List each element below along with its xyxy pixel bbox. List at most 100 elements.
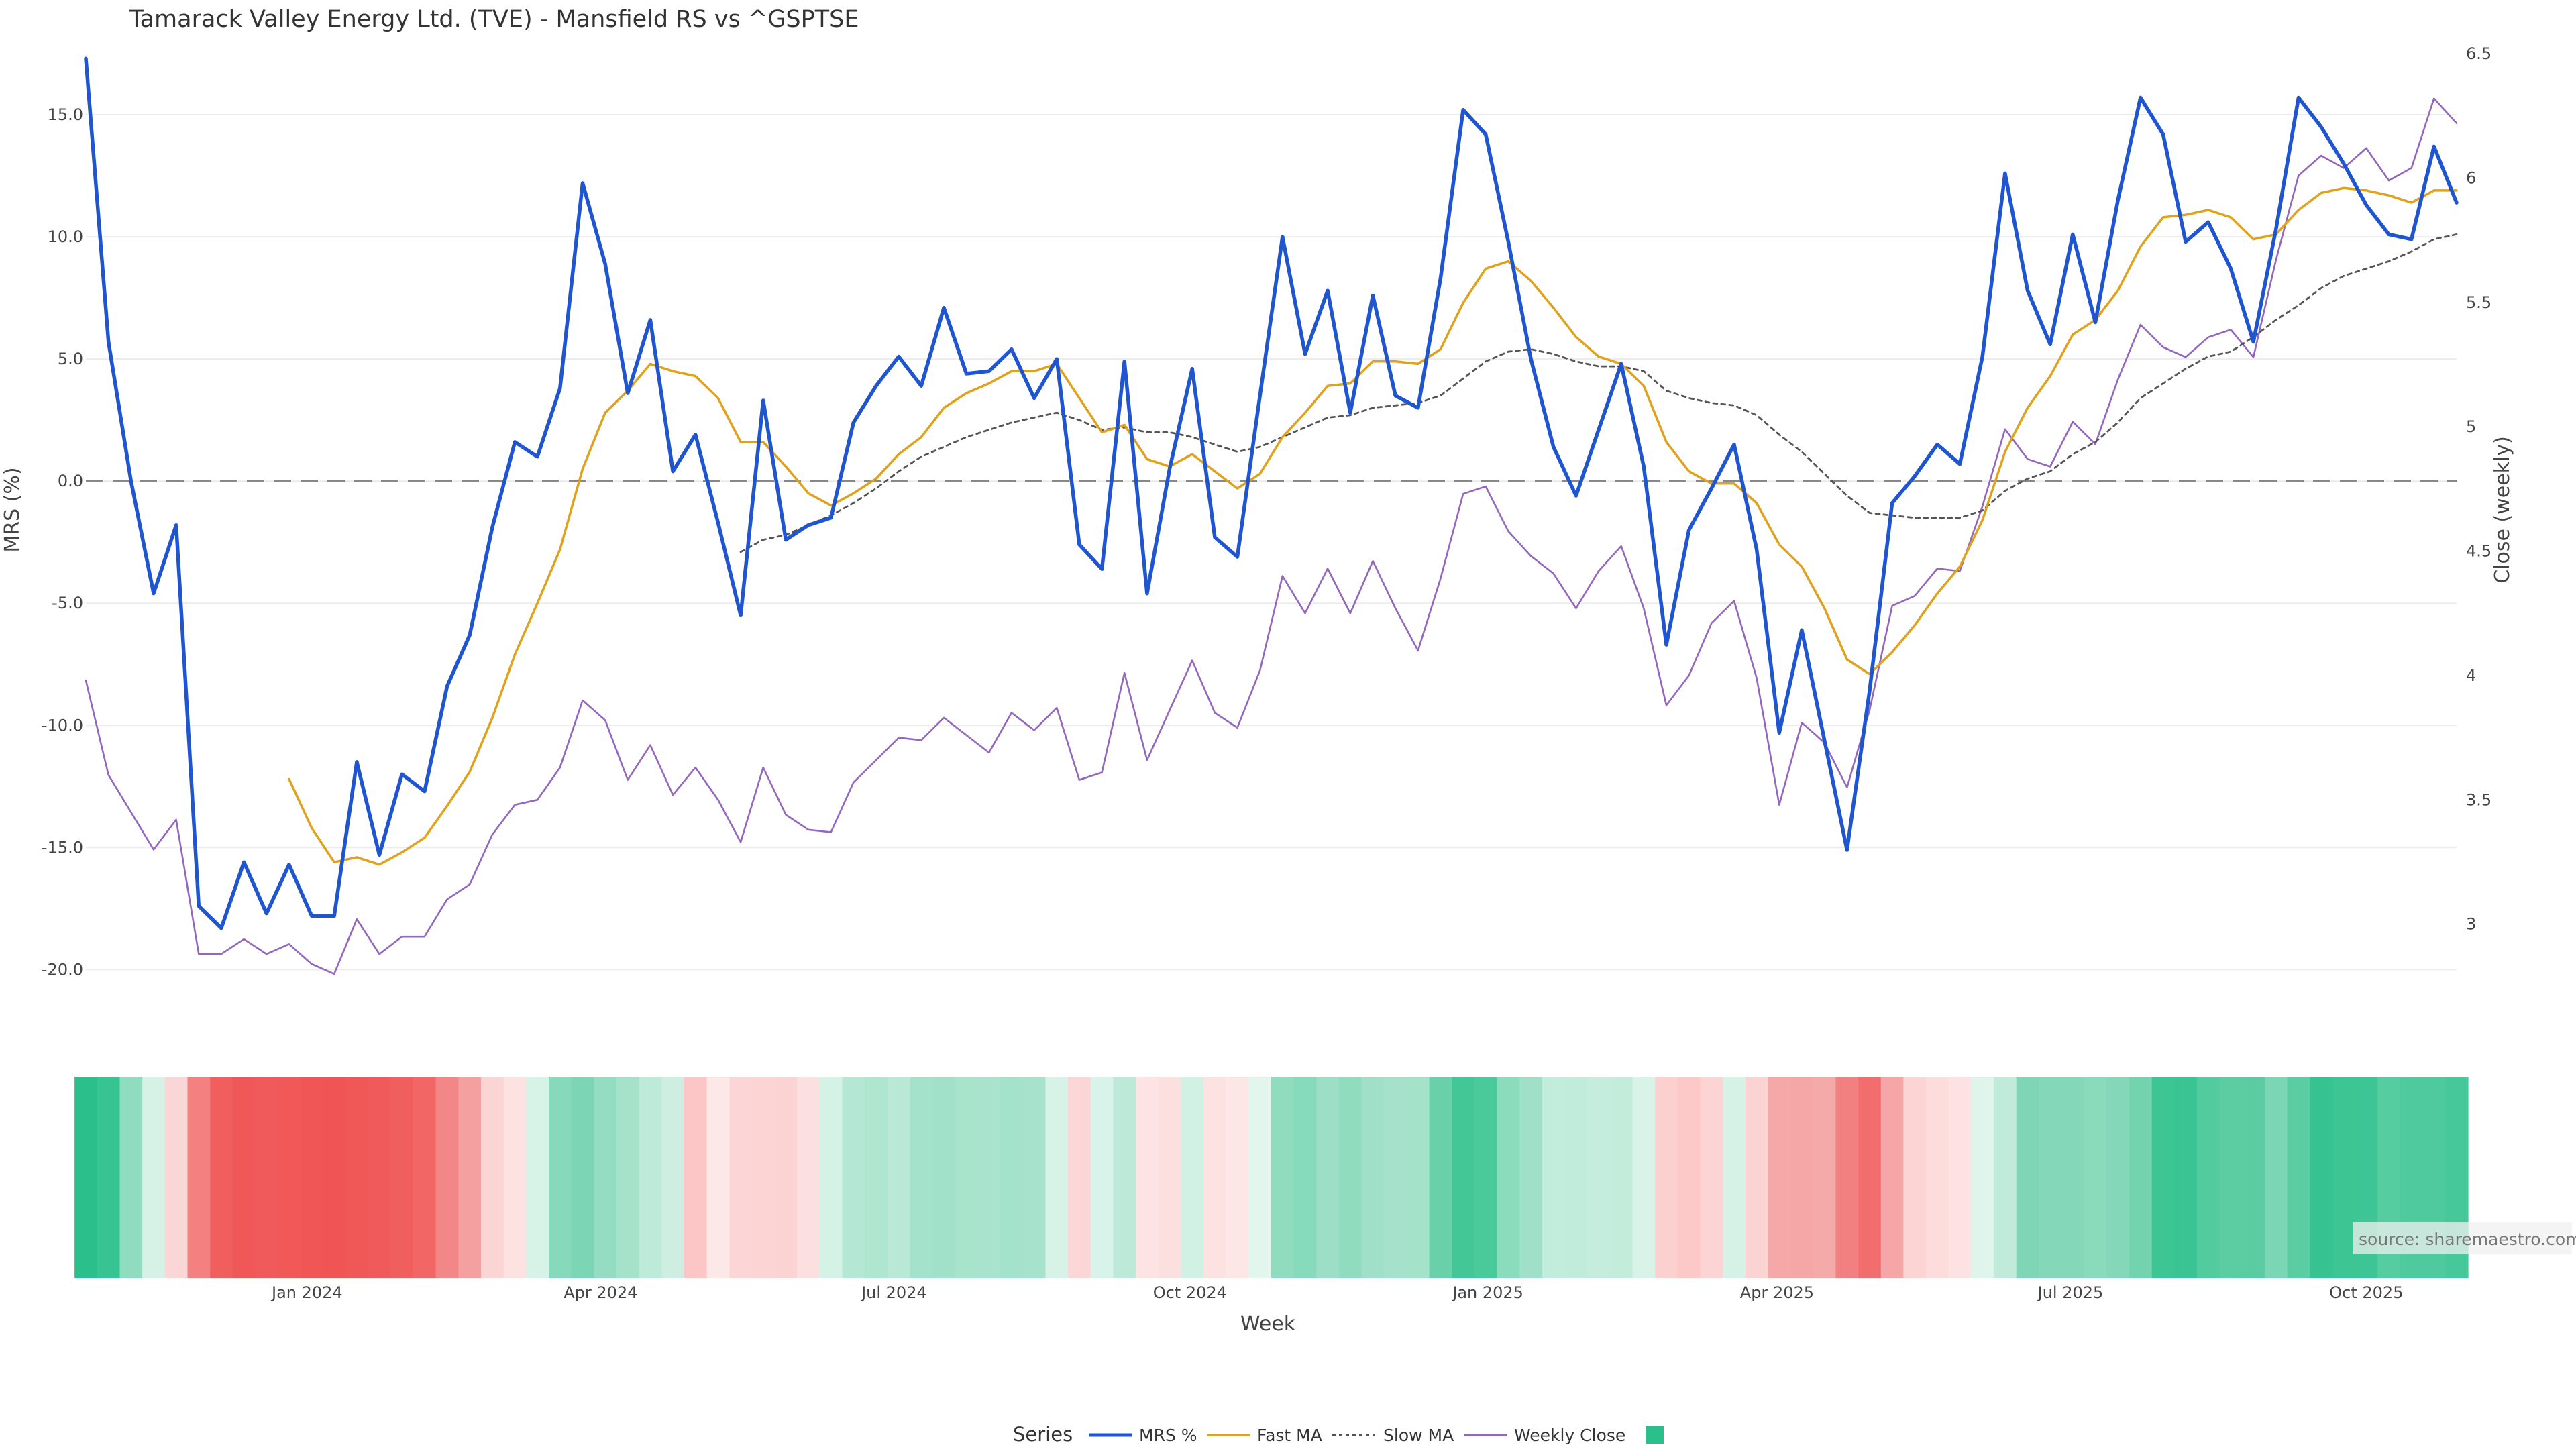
heat-cell (1158, 1077, 1182, 1278)
legend-label: Weekly Close (1514, 1426, 1625, 1445)
heat-cell (1948, 1077, 1972, 1278)
heat-cell (1045, 1077, 1069, 1278)
heat-cell (1519, 1077, 1543, 1278)
heat-cell (1452, 1077, 1475, 1278)
series-lines (84, 56, 2459, 975)
heat-cell (1248, 1077, 1272, 1278)
y-right-tick-label: 4 (2466, 666, 2476, 685)
heat-cell (2196, 1077, 2220, 1278)
heat-cell (345, 1077, 369, 1278)
y-tick-label: 15.0 (48, 105, 83, 124)
heat-cell (661, 1077, 685, 1278)
heat-cell (797, 1077, 820, 1278)
heat-cell (300, 1077, 324, 1278)
heat-cell (977, 1077, 1001, 1278)
heat-cell (2129, 1077, 2153, 1278)
x-tick-label: Jan 2025 (1451, 1283, 1523, 1302)
x-tick-label: Jul 2025 (2037, 1283, 2104, 1302)
heat-cell (458, 1077, 482, 1278)
heat-cell (2174, 1077, 2198, 1278)
heat-cell (1316, 1077, 1340, 1278)
heat-cell (1858, 1077, 1882, 1278)
heat-cell (910, 1077, 933, 1278)
y-right-tick-label: 5.5 (2466, 293, 2491, 312)
heat-cell (1338, 1077, 1362, 1278)
legend-label: Fast MA (1257, 1426, 1322, 1445)
heat-cell (1226, 1077, 1250, 1278)
y-right-tick-label: 6.5 (2466, 44, 2491, 63)
source-note-bg (2353, 1222, 2572, 1254)
heat-cell (1655, 1077, 1678, 1278)
heat-cell (413, 1077, 437, 1278)
heat-cell (1768, 1077, 1791, 1278)
y-tick-label: -5.0 (52, 594, 83, 612)
legend-label: MRS % (1139, 1426, 1197, 1445)
series-line-slow-ma (739, 233, 2458, 553)
legend-title: Series (1013, 1423, 1073, 1446)
legend-swatch-heat-strip (1646, 1426, 1664, 1444)
x-tick-label: Jan 2024 (270, 1283, 343, 1302)
heat-cell (819, 1077, 843, 1278)
heat-cell (1361, 1077, 1385, 1278)
heat-cell (774, 1077, 798, 1278)
heat-cell (2242, 1077, 2265, 1278)
heat-cell (1926, 1077, 1949, 1278)
heat-cell (1271, 1077, 1295, 1278)
y-axis-right: 6.5 6 5.5 5 4.5 4 3.5 3 (2466, 44, 2491, 934)
heat-cell (74, 1077, 98, 1278)
x-tick-label: Apr 2024 (564, 1283, 637, 1302)
source-note: source: sharemaestro.com (2353, 1222, 2576, 1254)
heat-cell (548, 1077, 572, 1278)
heat-strip (74, 1077, 2469, 1278)
heat-cell (865, 1077, 888, 1278)
x-tick-label: Oct 2025 (2329, 1283, 2403, 1302)
series-line-fast-ma (288, 186, 2458, 866)
heat-cell (1971, 1077, 1994, 1278)
y-tick-label: -20.0 (42, 960, 83, 979)
heat-cell (2016, 1077, 2040, 1278)
heat-cell (1542, 1077, 1566, 1278)
y-right-tick-label: 6 (2466, 168, 2476, 187)
heat-cell (1181, 1077, 1204, 1278)
heat-cell (2084, 1077, 2108, 1278)
heat-cell (435, 1077, 460, 1278)
y-right-tick-label: 4.5 (2466, 542, 2491, 561)
heat-cell (1497, 1077, 1521, 1278)
y-right-tick-label: 3 (2466, 915, 2476, 934)
heat-cell (1790, 1077, 1814, 1278)
heat-cell (187, 1077, 211, 1278)
heat-cell (1136, 1077, 1159, 1278)
heat-cell (1903, 1077, 1927, 1278)
legend: Series MRS % Fast MA Slow MA Weekly Close (1013, 1423, 1664, 1446)
y-tick-label: -15.0 (42, 838, 83, 857)
y-tick-label: -10.0 (42, 716, 83, 735)
heat-cell (1406, 1077, 1430, 1278)
heat-cell (1090, 1077, 1114, 1278)
heat-cell (1203, 1077, 1227, 1278)
heat-cell (2061, 1077, 2085, 1278)
heat-cell (1022, 1077, 1046, 1278)
y-axis-title-left: MRS (%) (1, 467, 24, 552)
heat-cell (1609, 1077, 1633, 1278)
x-tick-label: Oct 2024 (1153, 1283, 1227, 1302)
heat-cell (2219, 1077, 2243, 1278)
heat-cell (1000, 1077, 1024, 1278)
heat-cell (684, 1077, 708, 1278)
heat-cell (526, 1077, 549, 1278)
x-axis: Jan 2024 Apr 2024 Jul 2024 Oct 2024 Jan 2025… (270, 1283, 2403, 1302)
heat-cell (842, 1077, 865, 1278)
heat-cell (1384, 1077, 1407, 1278)
source-note-text: source: sharemaestro.com (2359, 1230, 2576, 1249)
heat-cell (232, 1077, 256, 1278)
x-axis-title: Week (1240, 1312, 1296, 1336)
heat-cell (119, 1077, 143, 1278)
heat-cell (639, 1077, 663, 1278)
heat-cell (887, 1077, 911, 1278)
y-right-tick-label: 3.5 (2466, 790, 2491, 809)
heat-cell (616, 1077, 640, 1278)
heat-cell (2151, 1077, 2176, 1278)
heat-cell (2287, 1077, 2311, 1278)
heat-cell (2106, 1077, 2130, 1278)
